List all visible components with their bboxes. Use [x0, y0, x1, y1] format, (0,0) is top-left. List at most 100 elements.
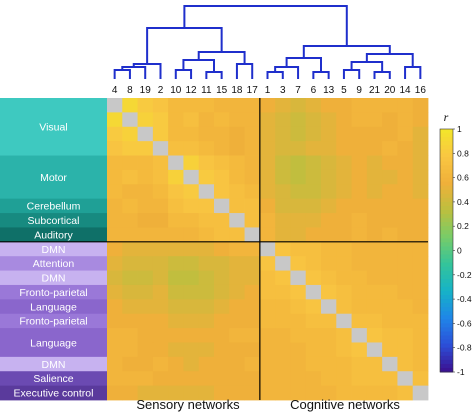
heatmap-cell-r9-c12 — [290, 227, 307, 243]
heatmap-cell-r8-c16 — [351, 213, 368, 228]
heatmap-cell-r19-c11 — [275, 371, 291, 387]
heatmap-cell-r19-c0 — [107, 371, 123, 387]
heatmap-cell-r19-c7 — [214, 371, 230, 387]
heatmap-cell-r6-c1 — [122, 184, 138, 200]
heatmap-cell-r15-c1 — [122, 313, 138, 329]
heatmap-cell-r4-c12 — [290, 155, 307, 171]
heatmap-cell-r1-c15 — [336, 112, 352, 128]
heatmap-cell-r9-c18 — [382, 227, 398, 243]
heatmap-cell-r2-c12 — [290, 126, 307, 142]
heatmap-cell-r15-c9 — [244, 313, 261, 329]
heatmap-cell-r4-c20 — [412, 155, 429, 171]
heatmap-cell-r10-c12 — [290, 241, 307, 257]
heatmap-cell-r20-c14 — [321, 385, 337, 401]
heatmap-cell-r20-c18 — [382, 385, 398, 401]
heatmap-cell-r5-c8 — [229, 169, 245, 185]
heatmap-cell-r12-c8 — [229, 270, 245, 286]
heatmap-cell-r8-c15 — [336, 213, 352, 228]
colorbar-step-6 — [440, 153, 453, 158]
colorbar-step-4 — [440, 145, 453, 150]
colorbar-step-21 — [440, 214, 453, 219]
heatmap-cell-r11-c19 — [397, 256, 414, 271]
heatmap-cell-r0-c19 — [397, 98, 414, 113]
heatmap-cell-r9-c1 — [122, 227, 138, 243]
colorbar-step-13 — [440, 181, 453, 187]
row-band-1 — [0, 155, 107, 200]
colorbar-step-56 — [440, 355, 453, 361]
heatmap-cell-r1-c5 — [183, 112, 200, 128]
heatmap-cell-r16-c7 — [214, 328, 230, 343]
heatmap-cell-r6-c19 — [397, 184, 414, 200]
heatmap-cell-r18-c0 — [107, 356, 123, 372]
row-label-8: Fronto-parietal — [19, 287, 87, 299]
heatmap-cell-r14-c18 — [382, 299, 398, 315]
heatmap-cell-r9-c14 — [321, 227, 337, 243]
heatmap-cell-r19-c13 — [305, 371, 322, 387]
group-dividers — [0, 98, 428, 400]
heatmap-cell-r16-c1 — [122, 328, 138, 343]
heatmap-cell-r6-c18 — [382, 184, 398, 200]
heatmap-cell-r13-c1 — [122, 284, 138, 300]
heatmap-cell-r5-c11 — [275, 169, 291, 185]
heatmap-cell-r20-c19 — [397, 385, 414, 401]
heatmap-cell-r20-c3 — [152, 385, 169, 401]
heatmap-cell-r3-c0 — [107, 141, 123, 156]
heatmap-cell-r11-c15 — [336, 256, 352, 271]
heatmap-cell-r13-c4 — [168, 284, 184, 300]
heatmap-cell-r7-c12 — [290, 198, 307, 214]
heatmap-cell-r5-c0 — [107, 169, 123, 185]
heatmap-cell-r2-c20 — [412, 126, 429, 142]
heatmap-cell-r6-c4 — [168, 184, 184, 200]
heatmap-cell-r15-c17 — [366, 313, 383, 329]
heatmap-cell-r1-c3 — [152, 112, 169, 128]
heatmap-cell-r11-c6 — [198, 256, 215, 271]
heatmap-cell-r6-c2 — [137, 184, 154, 200]
colorbar-step-49 — [440, 327, 453, 332]
heatmap-cell-r1-c6 — [198, 112, 215, 128]
heatmap-cell-r6-c5 — [183, 184, 200, 200]
heatmap-cell-r15-c16 — [351, 313, 368, 329]
heatmap-cell-r9-c13 — [305, 227, 322, 243]
heatmap-cell-r10-c8 — [229, 241, 245, 257]
colorbar-step-37 — [440, 278, 453, 284]
dendro-link-sensory — [146, 27, 223, 64]
heatmap-cell-r0-c15 — [336, 98, 352, 113]
group-label-sensory: Sensory networks — [136, 397, 240, 412]
heatmap-cell-r5-c4 — [168, 169, 184, 185]
heatmap-cell-r5-c16 — [351, 169, 368, 185]
heatmap-cell-r14-c7 — [214, 299, 230, 315]
heatmap-cell-r20-c13 — [305, 385, 322, 401]
dendro-link-10-17 — [197, 51, 246, 64]
heatmap-cell-r19-c8 — [229, 371, 245, 387]
heatmap-cell-r1-c18 — [382, 112, 398, 128]
heatmap-cell-r4-c15 — [336, 155, 352, 171]
leaf-label-1: 1 — [265, 85, 271, 96]
heatmap-cell-r15-c10 — [259, 313, 276, 329]
heatmap-cell-r14-c9 — [244, 299, 261, 315]
heatmap-cell-r14-c0 — [107, 299, 123, 315]
heatmap-cell-r4-c9 — [244, 155, 261, 171]
heatmap-cell-r2-c4 — [168, 126, 184, 142]
heatmap-cell-r17-c6 — [198, 342, 215, 358]
heatmap-cell-r11-c3 — [152, 256, 169, 271]
heatmap-cell-r15-c18 — [382, 313, 398, 329]
heatmap-cell-r4-c18 — [382, 155, 398, 171]
heatmap-cell-r17-c10 — [259, 342, 276, 358]
heatmap-cell-r20-c7 — [214, 385, 230, 401]
heatmap-cell-r5-c17 — [366, 169, 383, 185]
heatmap-cell-r16-c9 — [244, 328, 261, 343]
heatmap-cell-r15-c0 — [107, 313, 123, 329]
heatmap-cell-r19-c15 — [336, 371, 352, 387]
heatmap-cell-r9-c9 — [244, 227, 261, 243]
heatmap-cell-r19-c20 — [412, 371, 429, 387]
colorbar-step-50 — [440, 331, 453, 337]
heatmap-cell-r5-c5 — [183, 169, 200, 185]
colorbar-step-35 — [440, 270, 453, 276]
heatmap-cell-r11-c9 — [244, 256, 261, 271]
heatmap-cell-r8-c6 — [198, 213, 215, 228]
heatmap-cell-r13-c10 — [259, 284, 276, 300]
heatmap-cell-r6-c7 — [214, 184, 230, 200]
heatmap-cell-r0-c10 — [259, 98, 276, 113]
heatmap-cell-r6-c8 — [229, 184, 245, 200]
heatmap-cell-r8-c10 — [259, 213, 276, 228]
